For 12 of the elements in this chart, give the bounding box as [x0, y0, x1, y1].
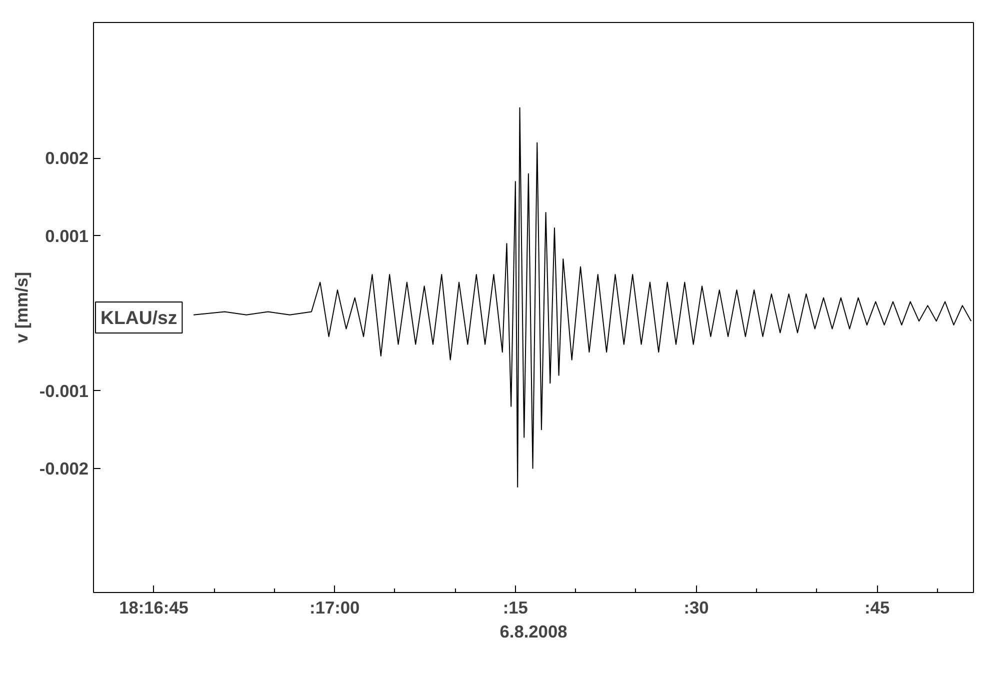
x-tick-label: :15 — [502, 598, 528, 618]
y-tick-label: 0.002 — [45, 148, 89, 168]
x-tick-label: :45 — [864, 598, 890, 618]
x-tick-label: 18:16:45 — [119, 598, 189, 618]
y-tick-label: -0.002 — [39, 458, 89, 478]
x-tick-label: :30 — [684, 598, 709, 618]
x-axis-title: 6.8.2008 — [500, 622, 568, 642]
annotation: KLAU/sz — [100, 307, 178, 328]
y-tick-label: 0.001 — [45, 226, 89, 246]
y-tick-label: -0.001 — [39, 380, 89, 401]
y-axis-title: v [mm/s] — [11, 272, 32, 344]
x-tick-label: :17:00 — [310, 598, 360, 618]
